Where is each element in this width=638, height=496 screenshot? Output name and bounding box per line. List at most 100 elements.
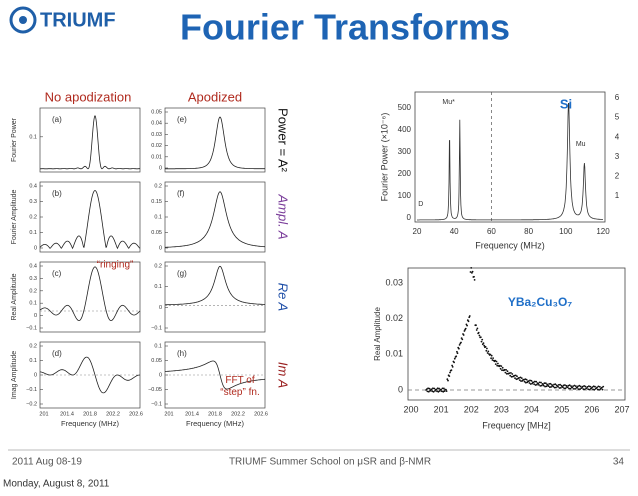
y-tick-label: −0.2 [26, 401, 37, 407]
x-tick-label: 201 [164, 411, 173, 417]
ybco-point [583, 388, 586, 391]
ybco-point [436, 387, 439, 390]
x-axis-label: Frequency (MHz) [475, 240, 545, 250]
ybco-point [436, 390, 438, 393]
ybco-point [539, 385, 542, 387]
ybco-point [483, 344, 486, 347]
ybco-point [445, 388, 447, 391]
y-tick-label: 0.2 [154, 263, 162, 269]
panel-label: (b) [52, 189, 62, 198]
ybco-point [572, 385, 574, 387]
ybco-point [450, 369, 453, 371]
ybco-point [492, 357, 494, 359]
ybco-point [557, 386, 559, 388]
ybco-point [529, 383, 532, 385]
x-tick-label: 202.6 [129, 411, 143, 417]
column-title: No apodization [45, 89, 132, 104]
ybco-point [536, 383, 538, 386]
ybco-point [577, 385, 579, 388]
ybco-point [533, 383, 535, 385]
x-tick-label: 201.8 [208, 411, 222, 417]
y-tick-label: 0.4 [29, 263, 37, 269]
ybco-point [564, 387, 567, 390]
ybco-point [548, 383, 551, 385]
ybco-point [528, 382, 531, 384]
ybco-point [438, 387, 440, 390]
y-tick-label: 0.2 [154, 183, 162, 189]
ybco-point [443, 387, 445, 390]
ybco-point [479, 336, 482, 339]
peak-label: D [418, 201, 423, 208]
ybco-point [461, 338, 464, 341]
ybco-point [470, 267, 473, 269]
ybco-point [451, 364, 453, 367]
x-tick-label: 60 [487, 227, 496, 236]
ybco-point [473, 279, 476, 281]
ybco-point [453, 357, 456, 360]
ybco-point [579, 388, 581, 391]
y-tick-label: 0 [34, 245, 37, 251]
ybco-point [586, 386, 589, 388]
x-tick-label: 202.2 [231, 411, 245, 417]
y-tick-label: 0.1 [154, 214, 162, 220]
y-tick-label: 0 [159, 372, 162, 378]
ybco-point [510, 372, 512, 374]
y-tick-label: 0.03 [151, 132, 162, 138]
row-label: Im A [276, 362, 291, 388]
y-tick-label: 300 [398, 147, 412, 156]
x-tick-label: 201 [39, 411, 48, 417]
x-tick-label: 201.8 [83, 411, 97, 417]
x-tick-label: 201.4 [185, 411, 199, 417]
ybco-point [441, 387, 444, 390]
ybco-point [511, 373, 514, 375]
y2-tick-label: 5 [615, 113, 620, 122]
ybco-point [562, 386, 564, 389]
ybco-point [501, 366, 504, 369]
logo-icon [9, 6, 37, 34]
ybco-point [529, 379, 531, 382]
ybco-point [540, 384, 543, 387]
ybco-point [597, 385, 600, 388]
y-tick-label: 0.04 [151, 121, 162, 127]
y-axis-label: Fourier Power (×10⁻⁶) [379, 113, 389, 202]
ybco-point [593, 388, 596, 391]
ybco-point [427, 387, 429, 390]
y-tick-label: 0.1 [154, 284, 162, 290]
y-tick-label: 0 [159, 245, 162, 251]
y-tick-label: 400 [398, 125, 412, 134]
y-tick-label: 0 [34, 372, 37, 378]
y-tick-label: 0 [159, 305, 162, 311]
y2-tick-label: 4 [615, 132, 620, 141]
ybco-point [567, 384, 570, 387]
ybco-point [505, 372, 508, 375]
ybco-point [499, 367, 502, 370]
ybco-point [575, 385, 577, 388]
ybco-point [466, 324, 468, 327]
y-tick-label: 0.1 [154, 343, 162, 349]
ybco-point [544, 385, 546, 388]
ybco-point [448, 375, 451, 377]
ybco-point [525, 378, 528, 381]
ybco-point [505, 369, 507, 371]
y-tick-label: 0.1 [29, 134, 37, 140]
ybco-point [425, 388, 428, 391]
ybco-point [534, 384, 537, 386]
y-tick-label: 0.2 [29, 288, 37, 294]
ybco-point [460, 341, 462, 344]
y-axis-label: Imag Amplitude [11, 351, 18, 399]
ybco-point [571, 386, 574, 389]
panel-label: (h) [177, 349, 187, 358]
x-tick-label: 204 [524, 404, 539, 414]
ybco-point [431, 390, 434, 393]
ybco-point [445, 390, 448, 392]
si-frame [414, 91, 606, 223]
ybco-point [576, 386, 579, 389]
column-title: Apodized [188, 89, 242, 104]
y2-tick-label: 1 [615, 191, 620, 200]
y-tick-label: 0.05 [151, 358, 162, 364]
title: Fourier Transforms [180, 7, 510, 48]
ybco-point [601, 388, 604, 391]
ybco-point [570, 385, 572, 387]
ybco-point [435, 388, 438, 391]
y-tick-label: −0.1 [26, 325, 37, 331]
